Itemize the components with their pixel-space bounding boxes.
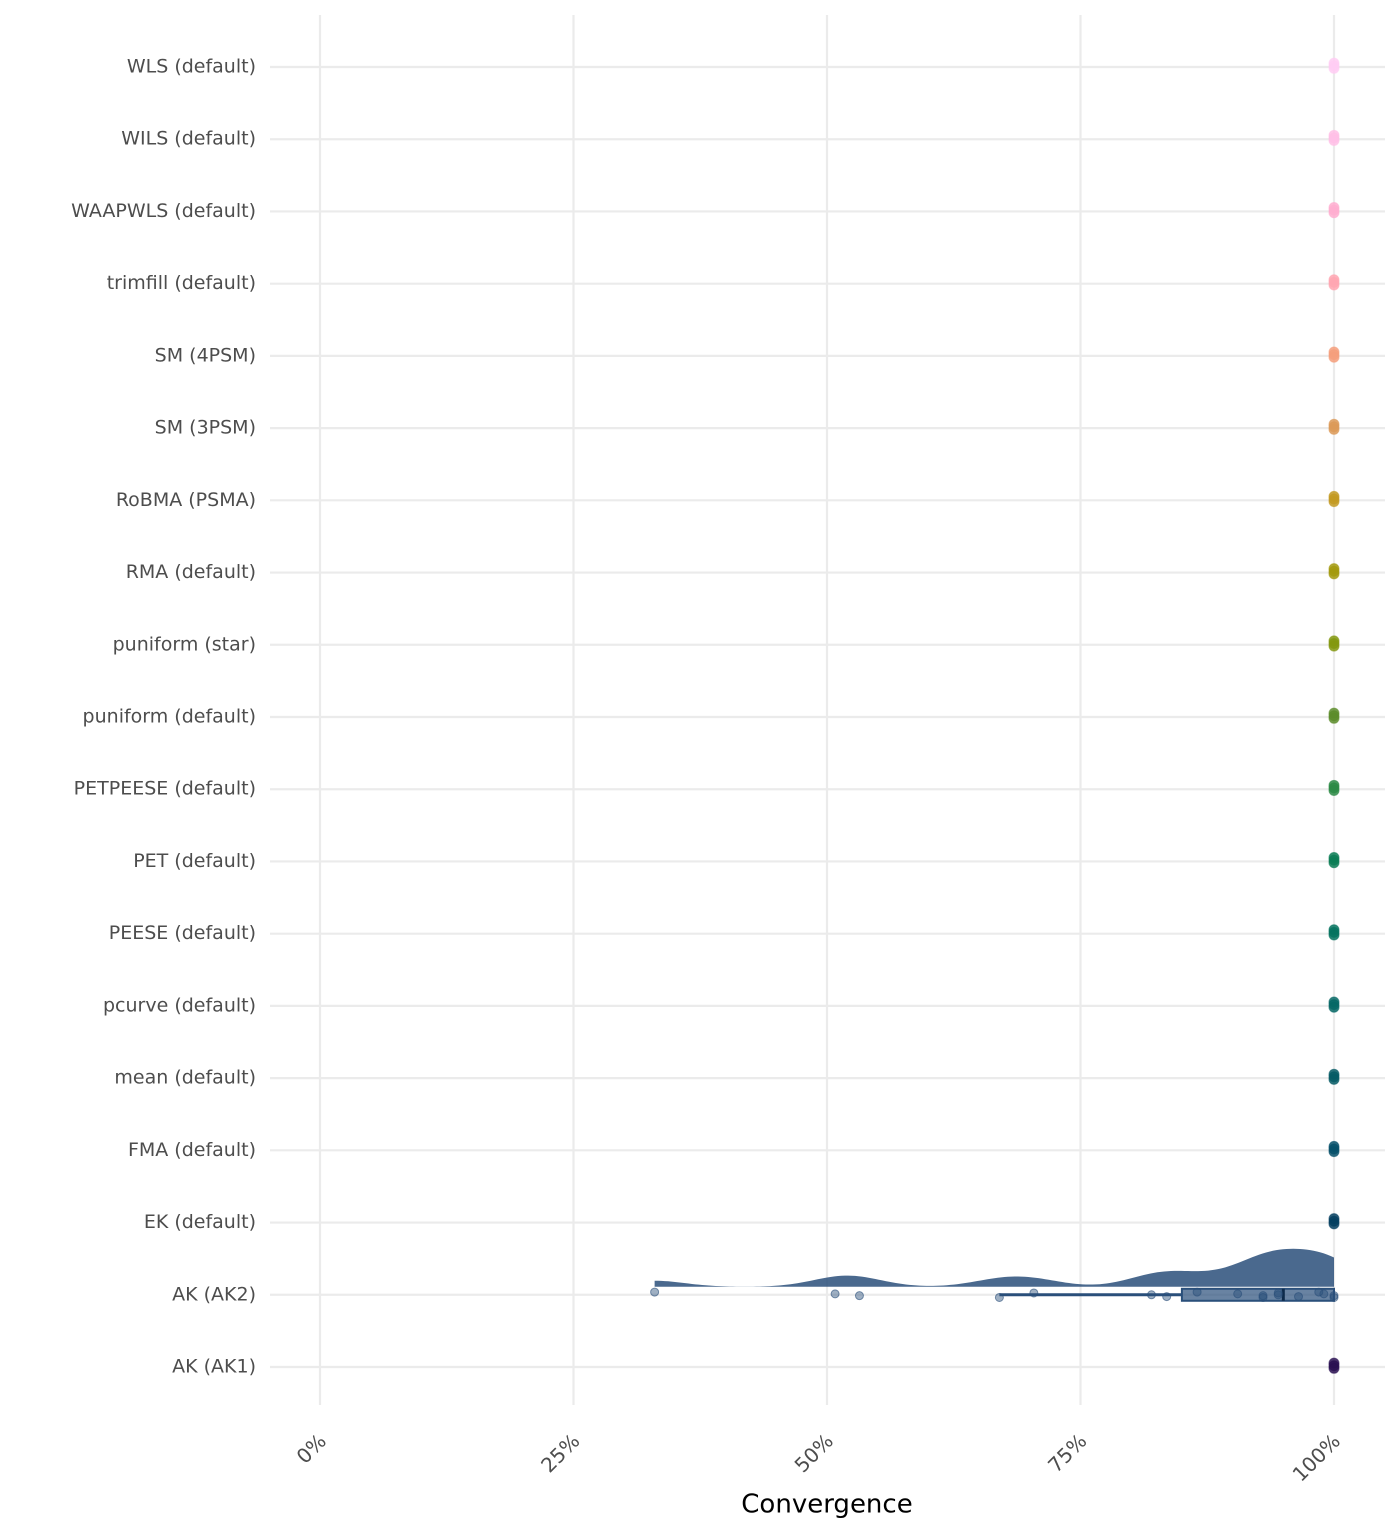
point [1328, 1001, 1340, 1013]
point [1162, 1292, 1172, 1302]
point [1328, 279, 1340, 291]
point [1273, 1290, 1283, 1300]
point [994, 1292, 1004, 1302]
point [1233, 1289, 1243, 1299]
y-tick-label: pcurve (default) [103, 994, 256, 1016]
y-tick-label: WLS (default) [127, 56, 256, 78]
point [650, 1287, 660, 1297]
y-tick-label: RoBMA (PSMA) [116, 489, 256, 511]
y-tick-label: PET (default) [133, 850, 256, 872]
point [1328, 1073, 1340, 1085]
y-tick-label: SM (4PSM) [155, 344, 256, 366]
point [830, 1289, 840, 1299]
y-tick-label: WILS (default) [121, 128, 256, 150]
point [1319, 1289, 1329, 1299]
point [1328, 568, 1340, 580]
point [1328, 496, 1340, 508]
y-tick-label: AK (AK2) [172, 1283, 256, 1305]
point [1258, 1292, 1268, 1302]
point [854, 1291, 864, 1301]
y-tick-label: SM (3PSM) [155, 417, 256, 439]
y-tick-label: mean (default) [114, 1067, 256, 1089]
x-axis-title: Convergence [741, 1490, 912, 1520]
point [1328, 423, 1340, 435]
point [1314, 1287, 1324, 1297]
y-tick-label: trimfill (default) [107, 272, 256, 294]
x-tick-label: 0% [292, 1429, 331, 1468]
point [1329, 1292, 1339, 1302]
y-tick-label: FMA (default) [128, 1139, 256, 1161]
y-tick-label: PETPEESE (default) [74, 778, 256, 800]
point [1328, 351, 1340, 363]
point [1328, 929, 1340, 941]
point [1328, 135, 1340, 147]
y-tick-label: PEESE (default) [109, 922, 256, 944]
point [1029, 1288, 1039, 1298]
point [1328, 1218, 1340, 1230]
point [1328, 712, 1340, 724]
density [654, 1248, 1334, 1287]
y-tick-label: puniform (default) [83, 706, 256, 728]
point [1328, 857, 1340, 869]
y-tick-label: WAAPWLS (default) [71, 200, 256, 222]
y-tick-label: puniform (star) [113, 633, 256, 655]
point [1328, 207, 1340, 219]
box [1180, 1287, 1336, 1302]
y-tick-label: RMA (default) [126, 561, 256, 583]
point [1328, 1146, 1340, 1158]
point [1328, 62, 1340, 74]
x-tick-label: 100% [1288, 1429, 1345, 1486]
point [1328, 1362, 1340, 1374]
point [1328, 785, 1340, 797]
point [1294, 1292, 1304, 1302]
point [1192, 1287, 1202, 1297]
y-tick-label: AK (AK1) [172, 1356, 256, 1378]
x-tick-label: 25% [536, 1429, 584, 1477]
x-tick-label: 50% [790, 1429, 838, 1477]
y-tick-label: EK (default) [144, 1211, 256, 1233]
point [1146, 1290, 1156, 1300]
x-tick-label: 75% [1043, 1429, 1091, 1477]
point [1328, 640, 1340, 652]
